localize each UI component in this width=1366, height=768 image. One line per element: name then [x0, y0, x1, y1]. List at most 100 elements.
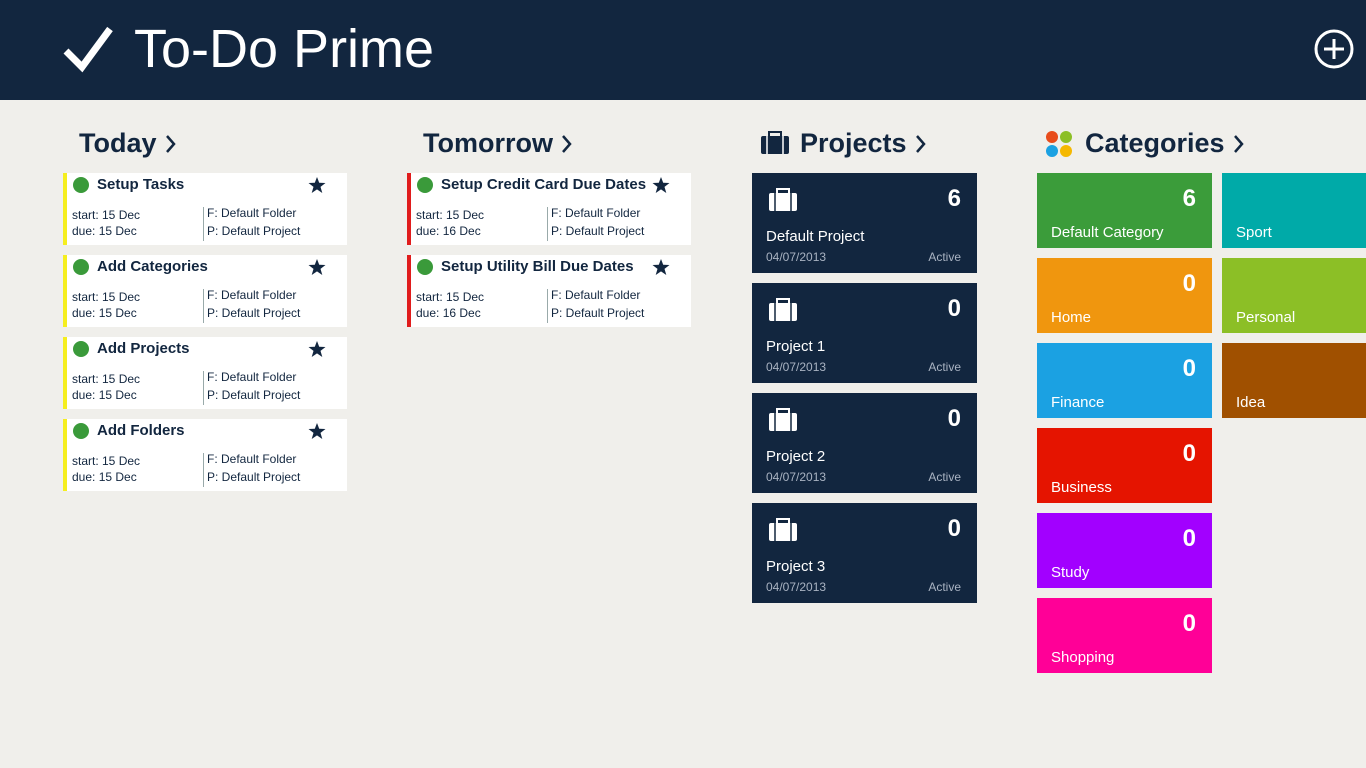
- task-card[interactable]: Add Projects start: 15 Dec due: 15 Dec F: D…: [63, 337, 347, 409]
- divider: [547, 289, 548, 323]
- project-icon: [769, 298, 797, 321]
- status-dot: [73, 259, 89, 275]
- status-dot: [73, 177, 89, 193]
- task-title: Setup Utility Bill Due Dates: [441, 258, 634, 275]
- divider: [547, 207, 548, 241]
- project-status: Active: [928, 580, 961, 594]
- project-tile[interactable]: 0 Project 1 04/07/2013 Active: [752, 283, 977, 383]
- star: [308, 177, 326, 193]
- category-tile[interactable]: 0 Shopping: [1037, 598, 1212, 673]
- status-dot: [417, 259, 433, 275]
- category-tile[interactable]: Idea: [1222, 343, 1366, 418]
- section-heading[interactable]: Projects: [760, 128, 927, 159]
- category-tile[interactable]: 0 Study: [1037, 513, 1212, 588]
- category-count: 0: [1182, 270, 1196, 297]
- category-tile[interactable]: 6 Default Category: [1037, 173, 1212, 248]
- task-card[interactable]: Setup Tasks start: 15 Dec due: 15 Dec F: De…: [63, 173, 347, 245]
- status-dot: [417, 177, 433, 193]
- project-count: 0: [947, 405, 961, 432]
- task-due: due: 15 Dec: [72, 306, 137, 320]
- divider: [203, 453, 204, 487]
- star: [308, 259, 326, 275]
- category-name: Sport: [1236, 224, 1272, 241]
- category-count: 6: [1182, 185, 1196, 212]
- divider: [203, 207, 204, 241]
- task-folder: F: Default Folder: [207, 206, 297, 220]
- task-card[interactable]: Add Folders start: 15 Dec due: 15 Dec F: De…: [63, 419, 347, 491]
- category-tile[interactable]: 0 Home: [1037, 258, 1212, 333]
- task-folder: F: Default Folder: [551, 288, 641, 302]
- project-name: Default Project: [766, 228, 865, 245]
- category-name: Study: [1051, 564, 1090, 581]
- project-name: Project 3: [766, 558, 826, 575]
- category-tile[interactable]: Personal: [1222, 258, 1366, 333]
- star: [652, 177, 670, 193]
- task-folder: F: Default Folder: [207, 288, 297, 302]
- project-icon: [769, 518, 797, 541]
- project-date: 04/07/2013: [766, 360, 827, 374]
- chevron: [1233, 134, 1244, 153]
- task-title: Add Categories: [97, 258, 208, 275]
- task-title: Add Folders: [97, 422, 185, 439]
- category-count: 0: [1182, 440, 1196, 467]
- section-heading[interactable]: Tomorrow: [423, 128, 573, 159]
- task-title: Setup Tasks: [97, 176, 185, 193]
- divider: [203, 289, 204, 323]
- star: [652, 259, 670, 275]
- task-project: P: Default Project: [551, 306, 645, 320]
- star: [308, 423, 326, 439]
- task-project: P: Default Project: [551, 224, 645, 238]
- category-name: Business: [1051, 479, 1112, 496]
- task-card[interactable]: Setup Credit Card Due Dates start: 15 Dec…: [407, 173, 691, 245]
- category-name: Idea: [1236, 394, 1266, 411]
- task-start: start: 15 Dec: [72, 208, 141, 222]
- task-start: start: 15 Dec: [416, 208, 485, 222]
- section-heading[interactable]: Today: [79, 128, 177, 159]
- section-title: Projects: [800, 128, 907, 158]
- section-icon: [761, 130, 789, 154]
- project-status: Active: [928, 470, 961, 484]
- section-title: Today: [79, 128, 157, 158]
- task-start: start: 15 Dec: [416, 290, 485, 304]
- header-bar: To-Do Prime: [0, 0, 1366, 100]
- project-count: 0: [947, 515, 961, 542]
- project-tile[interactable]: 0 Project 2 04/07/2013 Active: [752, 393, 977, 493]
- section-heading[interactable]: Categories: [1045, 128, 1245, 159]
- category-name: Personal: [1236, 309, 1296, 326]
- category-tile[interactable]: 0 Finance: [1037, 343, 1212, 418]
- star: [308, 341, 326, 357]
- project-tile[interactable]: 0 Project 3 04/07/2013 Active: [752, 503, 977, 603]
- status-dot: [73, 423, 89, 439]
- divider: [203, 371, 204, 405]
- task-folder: F: Default Folder: [207, 370, 297, 384]
- category-tile[interactable]: Sport: [1222, 173, 1366, 248]
- project-date: 04/07/2013: [766, 250, 827, 264]
- project-date: 04/07/2013: [766, 470, 827, 484]
- status-dot: [73, 341, 89, 357]
- project-count: 0: [947, 295, 961, 322]
- project-count: 6: [947, 185, 961, 212]
- project-icon: [769, 408, 797, 431]
- task-project: P: Default Project: [207, 306, 301, 320]
- task-card[interactable]: Add Categories start: 15 Dec due: 15 Dec F:…: [63, 255, 347, 327]
- project-name: Project 1: [766, 338, 826, 355]
- category-name: Home: [1051, 309, 1092, 326]
- task-due: due: 16 Dec: [416, 306, 481, 320]
- project-name: Project 2: [766, 448, 826, 465]
- project-tile[interactable]: 6 Default Project 04/07/2013 Active: [752, 173, 977, 273]
- task-due: due: 16 Dec: [416, 224, 481, 238]
- category-tile[interactable]: 0 Business: [1037, 428, 1212, 503]
- task-project: P: Default Project: [207, 224, 301, 238]
- task-title: Add Projects: [97, 340, 190, 357]
- task-start: start: 15 Dec: [72, 290, 141, 304]
- task-title: Setup Credit Card Due Dates: [441, 176, 647, 193]
- category-name: Default Category: [1051, 224, 1164, 241]
- add-button[interactable]: [1313, 28, 1355, 70]
- task-folder: F: Default Folder: [551, 206, 641, 220]
- task-card[interactable]: Setup Utility Bill Due Dates start: 15 De…: [407, 255, 691, 327]
- chevron: [562, 134, 572, 153]
- category-count: 0: [1182, 355, 1196, 382]
- chevron: [165, 134, 176, 153]
- task-start: start: 15 Dec: [72, 372, 141, 386]
